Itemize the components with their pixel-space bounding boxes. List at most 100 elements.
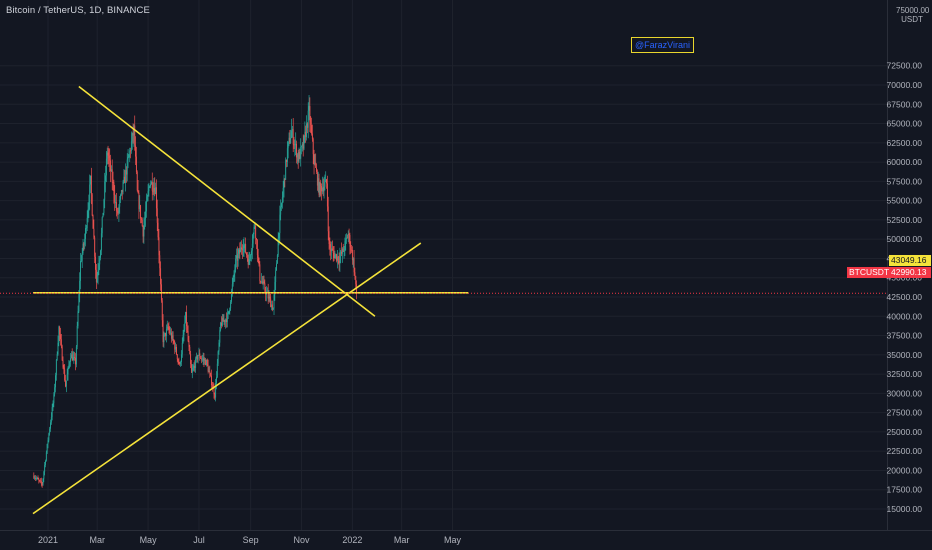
candle-body [127, 157, 129, 160]
candle-body [193, 365, 195, 368]
x-tick-label: 2021 [38, 535, 58, 545]
candle-body [38, 479, 40, 481]
candle-body [88, 202, 90, 210]
candle-body [280, 207, 282, 215]
candle-body [281, 197, 283, 204]
candle-body [277, 238, 279, 256]
candle-body [295, 143, 297, 145]
candle-body [276, 263, 277, 271]
candlestick-series [33, 95, 358, 488]
candle-body [172, 335, 174, 341]
candle-body [315, 162, 317, 168]
candle-body [202, 358, 204, 360]
candle-body [251, 250, 252, 256]
trendline-descending[interactable] [78, 85, 376, 317]
candle-body [246, 252, 247, 255]
symbol-title[interactable]: Bitcoin / TetherUS, 1D, BINANCE [6, 5, 150, 16]
candle-body [254, 225, 256, 228]
candle-body [230, 301, 232, 308]
candle-body [328, 231, 330, 245]
candle-body [89, 184, 91, 203]
candle-body [296, 154, 298, 158]
candle-body [281, 203, 282, 208]
candle-body [251, 243, 253, 251]
trendline-ascending[interactable] [32, 242, 422, 515]
candle-body [250, 255, 252, 258]
x-tick-label: 2022 [342, 535, 362, 545]
candle-body [271, 304, 272, 308]
candle-body [65, 380, 67, 387]
y-tick-label: 72500.00 [887, 61, 923, 71]
candle-body [272, 308, 274, 310]
candle-body [352, 258, 354, 261]
candle-body [206, 360, 207, 366]
candle-body [90, 175, 91, 185]
candle-body [308, 106, 310, 111]
candle-body [71, 354, 73, 361]
candle-body [245, 244, 247, 253]
candle-body [282, 187, 284, 198]
candle-body [189, 346, 191, 355]
candle-body [241, 249, 243, 251]
candle-body [115, 202, 117, 203]
candle-body [175, 346, 177, 355]
candle-body [125, 170, 127, 183]
candle-body [95, 256, 96, 270]
candle-body [35, 478, 37, 480]
candle-body [306, 123, 307, 138]
candle-body [229, 307, 231, 311]
candle-body [139, 205, 141, 209]
candle-body [100, 250, 101, 258]
candle-body [260, 280, 262, 283]
level-price-tag: 43049.16 [889, 255, 931, 266]
candle-body [195, 358, 197, 368]
candle-body [135, 156, 137, 173]
candle-body [132, 133, 134, 136]
candle-body [183, 329, 185, 335]
candle-body [51, 407, 53, 417]
candle-body [86, 217, 88, 228]
candle-body [203, 358, 205, 361]
candle-body [201, 358, 203, 360]
candle-body [201, 358, 202, 360]
candle-body [43, 471, 45, 479]
candle-body [171, 335, 173, 339]
trendlines[interactable] [0, 85, 887, 515]
candle-body [331, 248, 333, 252]
candle-body [200, 357, 202, 359]
candle-body [117, 211, 119, 213]
candle-body [68, 364, 70, 368]
candle-body [136, 172, 138, 191]
candle-body [228, 310, 230, 314]
candle-body [289, 137, 291, 143]
author-watermark: @FarazVirani [631, 37, 694, 53]
candle-body [240, 247, 242, 253]
candle-body [341, 248, 343, 254]
candle-body [225, 319, 227, 323]
candle-body [273, 294, 275, 309]
candle-body [221, 322, 222, 326]
candle-body [46, 443, 48, 453]
candle-body [69, 362, 71, 365]
candle-body [350, 246, 352, 250]
candle-body [99, 257, 101, 265]
candle-body [55, 359, 57, 376]
candle-body [322, 187, 324, 192]
candle-body [80, 260, 82, 262]
candle-body [191, 370, 193, 373]
candle-body [180, 362, 182, 364]
candle-body [344, 241, 346, 251]
candle-body [223, 320, 225, 322]
y-tick-label: 42500.00 [887, 292, 923, 302]
candle-body [302, 143, 304, 149]
candle-body [184, 322, 186, 330]
candle-body [74, 357, 76, 358]
candle-body [346, 237, 348, 239]
candle-body [215, 382, 217, 398]
candle-body [64, 369, 66, 381]
candle-body [274, 282, 276, 295]
x-tick-label: Jul [193, 535, 205, 545]
candle-body [52, 403, 54, 408]
candle-body [262, 281, 264, 284]
